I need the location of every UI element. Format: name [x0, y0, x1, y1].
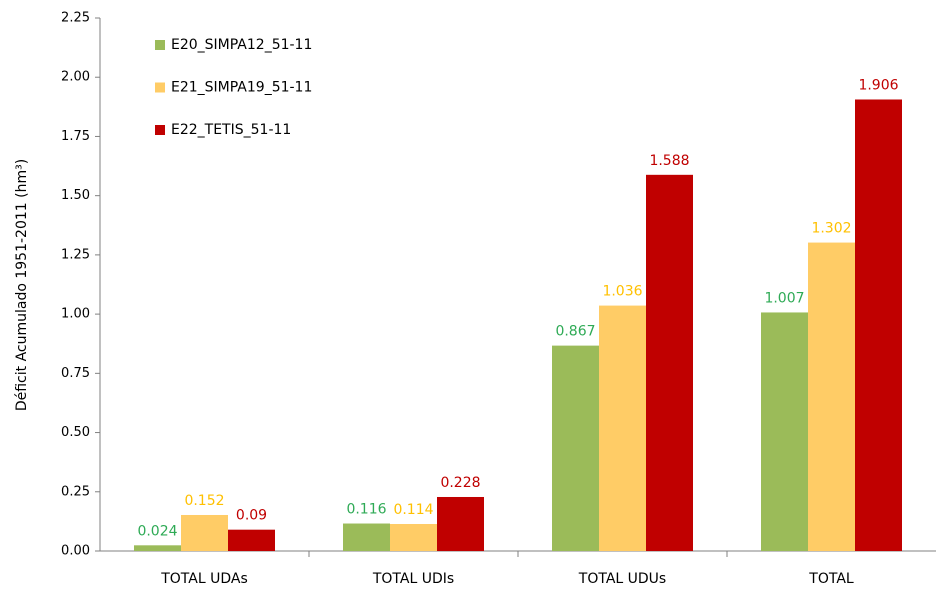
y-tick-label: 2.25 — [61, 11, 90, 26]
bar — [599, 305, 646, 551]
bar — [761, 312, 808, 551]
data-label: 0.228 — [440, 475, 480, 491]
data-label: 1.302 — [811, 221, 851, 237]
data-label: 0.116 — [346, 502, 386, 518]
data-label: 1.588 — [649, 153, 689, 169]
y-tick-label: 0.75 — [61, 366, 90, 381]
y-tick-label: 1.50 — [61, 188, 90, 203]
bar — [181, 514, 228, 551]
data-label: 1.906 — [858, 77, 898, 93]
legend-label: E20_SIMPA12_51-11 — [171, 37, 312, 53]
y-tick-label: 0.50 — [61, 425, 90, 440]
data-label: 1.007 — [764, 290, 804, 306]
legend-swatch — [155, 125, 165, 135]
data-label: 0.024 — [137, 523, 177, 539]
y-tick-label: 0.25 — [61, 484, 90, 499]
y-tick-label: 2.00 — [61, 70, 90, 85]
y-tick-label: 0.00 — [61, 544, 90, 559]
legend-swatch — [155, 40, 165, 50]
bar — [552, 345, 599, 551]
x-tick-label: TOTAL — [808, 571, 854, 587]
data-label: 0.114 — [393, 502, 433, 518]
bar — [134, 545, 181, 551]
legend-label: E22_TETIS_51-11 — [171, 122, 291, 138]
bar — [228, 529, 275, 551]
y-tick-label: 1.25 — [61, 247, 90, 262]
data-label: 0.152 — [184, 493, 224, 509]
legend-label: E21_SIMPA19_51-11 — [171, 80, 312, 96]
bar — [646, 174, 693, 552]
legend-swatch — [155, 82, 165, 93]
bar — [808, 242, 855, 551]
data-label: 1.036 — [602, 284, 642, 300]
bar — [437, 496, 484, 551]
data-label: 0.09 — [236, 508, 267, 524]
bar — [855, 99, 902, 551]
bar — [390, 523, 437, 551]
data-label: 0.867 — [555, 324, 595, 340]
x-tick-label: TOTAL UDUs — [578, 571, 666, 587]
x-tick-label: TOTAL UDAs — [160, 571, 248, 587]
x-tick-label: TOTAL UDIs — [372, 571, 454, 587]
y-axis-label: Déficit Acumulado 1951-2011 (hm³) — [14, 159, 30, 411]
y-tick-label: 1.00 — [61, 307, 90, 322]
y-tick-label: 1.75 — [61, 129, 90, 144]
bar — [343, 523, 390, 551]
